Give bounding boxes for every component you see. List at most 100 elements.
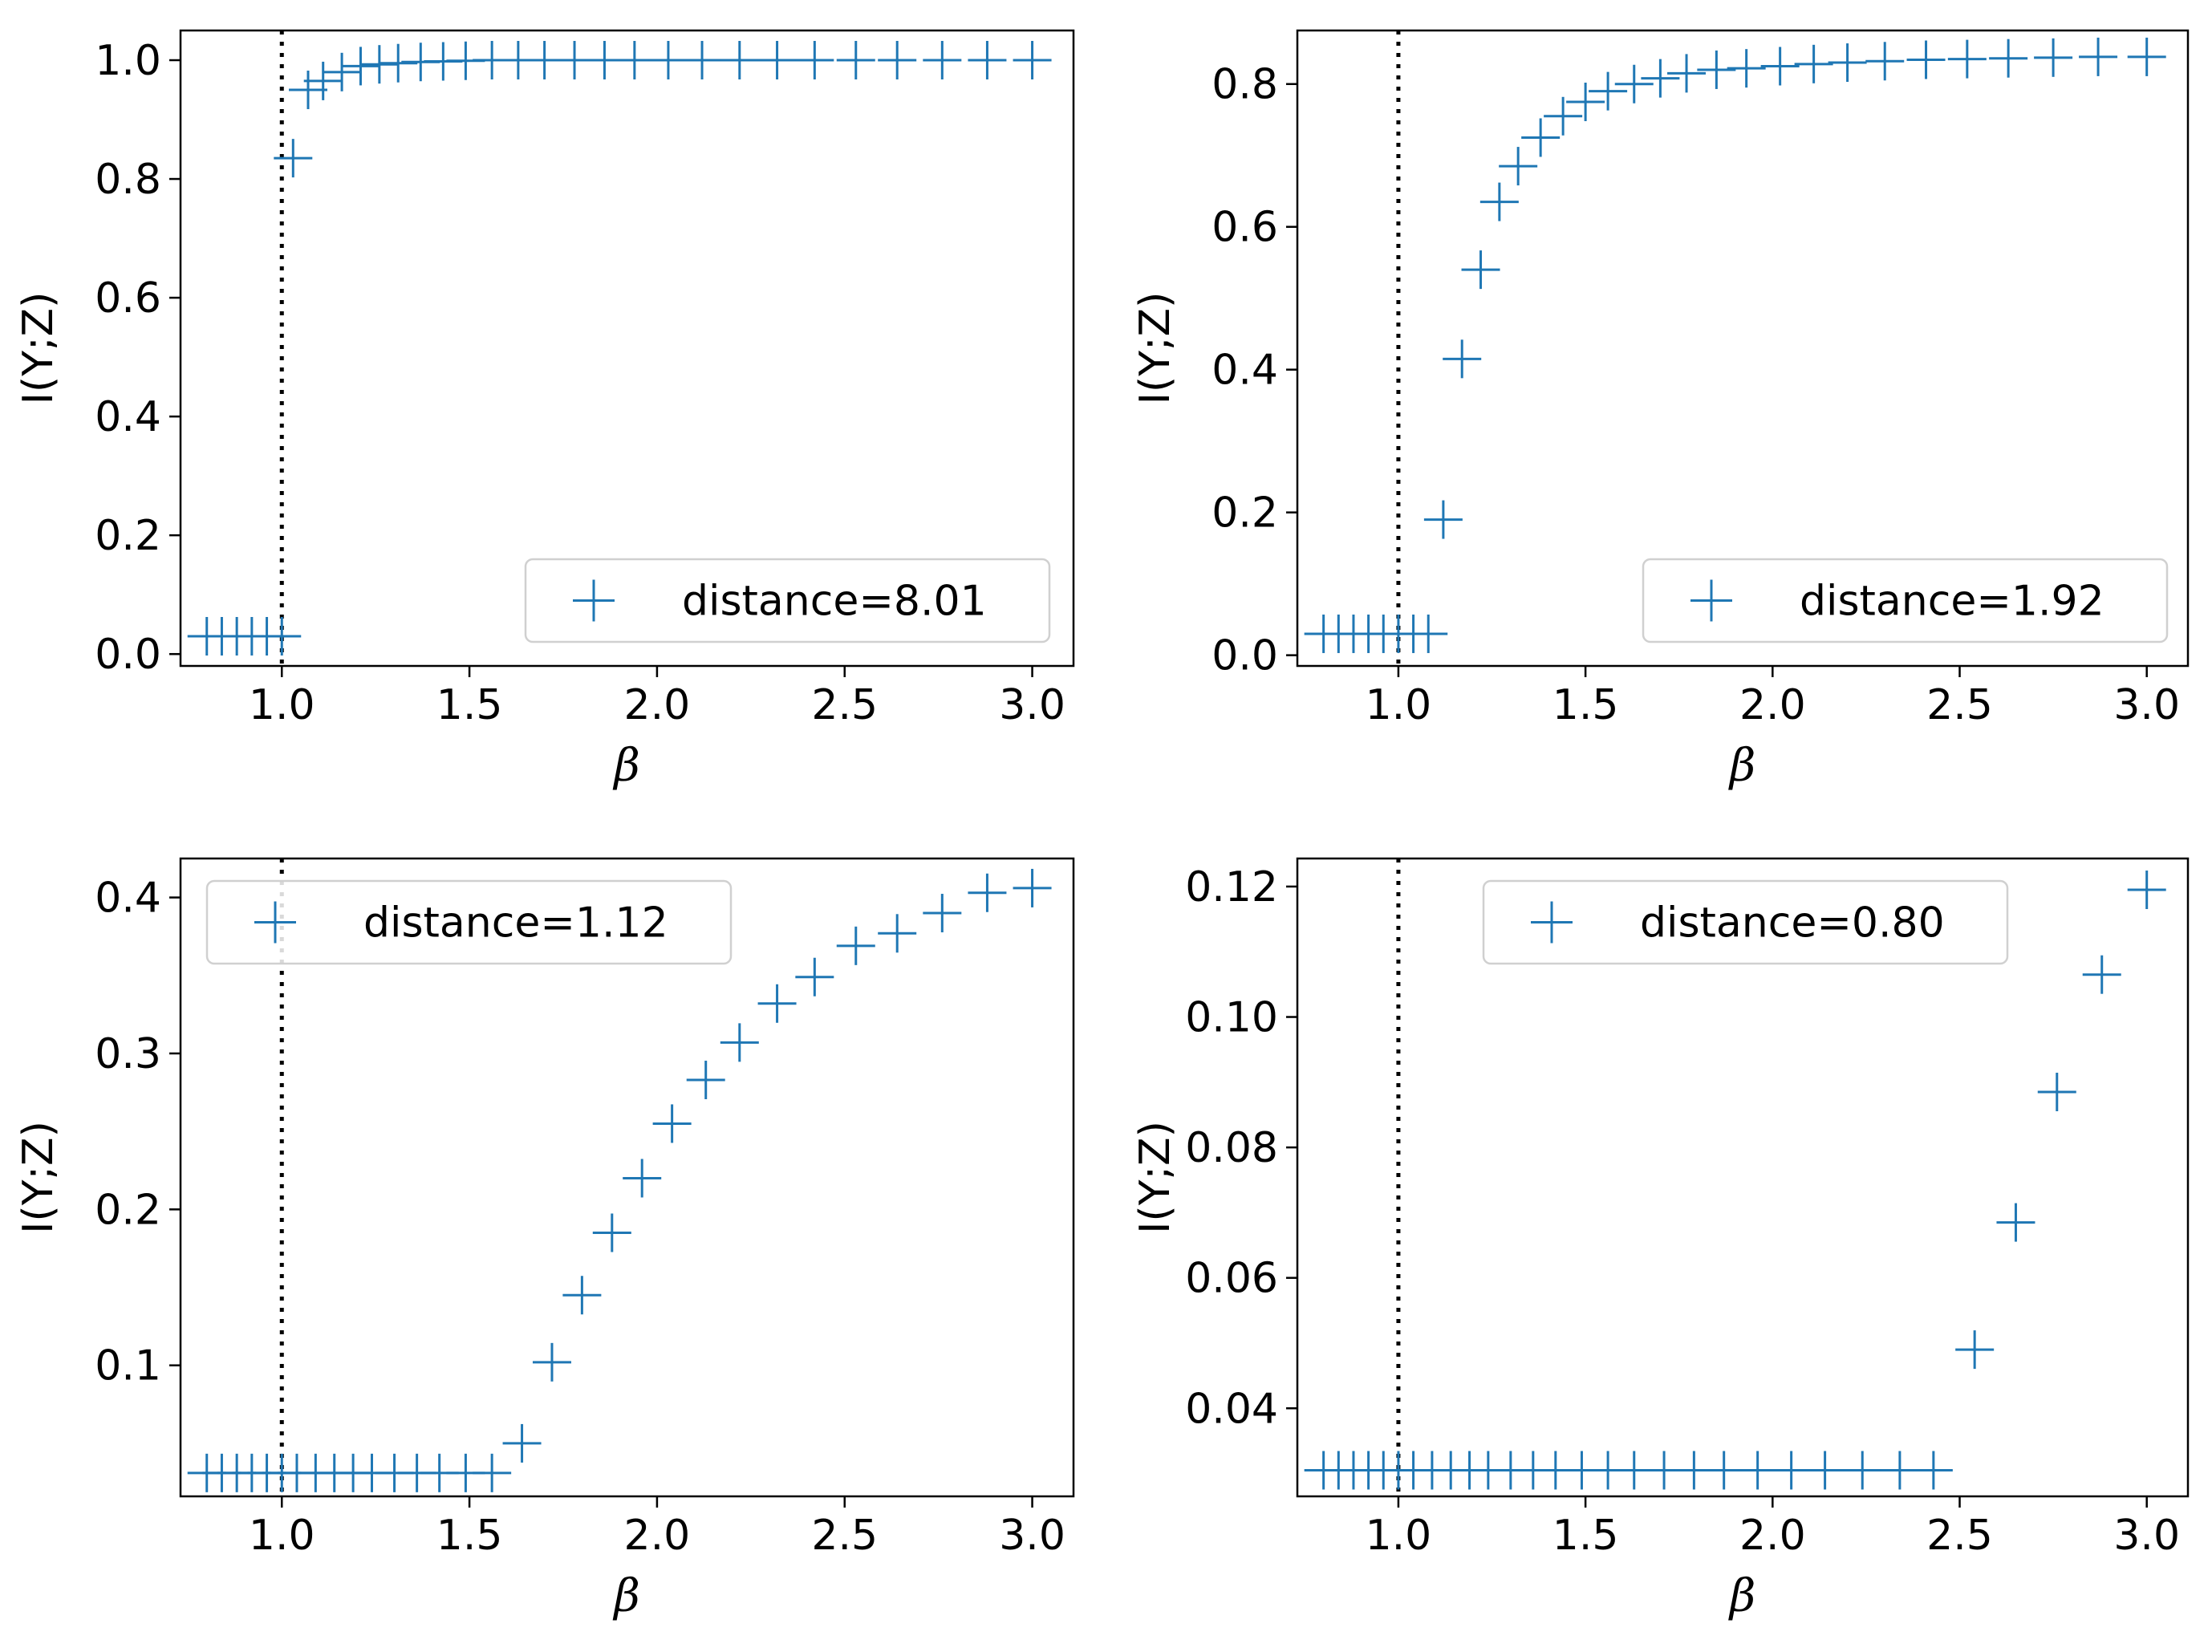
x-tick-label: 1.5 (436, 1512, 503, 1560)
data-point (1521, 118, 1561, 157)
data-point (683, 41, 722, 80)
data-point (1865, 42, 1905, 81)
data-point (1828, 43, 1867, 83)
chart-panel-4: 1.0 1.5 2.0 2.5 3.0 0.04 0.06 0.08 0.10 0.12 β I(Y;… (1131, 857, 2190, 1622)
data-point (1947, 39, 1987, 79)
data-point (1409, 614, 1448, 653)
data-point (1544, 96, 1583, 136)
data-point (1566, 82, 1605, 121)
legend-box (1642, 558, 2169, 643)
y-tick-label: 0.4 (95, 875, 161, 923)
legend-label: distance=1.12 (363, 899, 668, 948)
data-point (878, 41, 917, 80)
y-tick-label: 0.8 (1212, 61, 1278, 109)
data-point (968, 873, 1007, 912)
data-point (720, 1023, 759, 1062)
data-point (1479, 182, 1519, 221)
data-point (262, 616, 302, 656)
legend: distance=0.80 (1482, 879, 2009, 965)
y-tick-label: 0.08 (1185, 1124, 1278, 1172)
plot-frame (1296, 857, 2190, 1498)
data-point (1614, 64, 1654, 104)
data-point (2034, 38, 2073, 77)
x-tick-label: 1.5 (436, 681, 503, 729)
data-point (1589, 71, 1628, 111)
data-point (1641, 59, 1680, 98)
data-point (757, 984, 797, 1023)
data-point (757, 41, 797, 80)
x-tick-label: 1.5 (1552, 1512, 1619, 1560)
y-tick-label: 0.2 (1212, 489, 1278, 538)
chart-panel-3: 1.0 1.5 2.0 2.5 3.0 0.1 0.2 0.3 0.4 β I(Y;Z) distan… (14, 857, 1075, 1622)
data-point (2082, 955, 2121, 994)
data-point (923, 41, 962, 80)
y-tick-label: 0.0 (95, 631, 161, 679)
data-point (473, 1453, 512, 1492)
data-point (289, 71, 327, 110)
data-point (1423, 500, 1463, 539)
x-axis-label: β (612, 740, 639, 792)
plot-frame (1296, 29, 2190, 668)
data-point (1013, 868, 1052, 907)
data-point (1955, 1330, 1995, 1370)
x-tick-label: 1.0 (1366, 1512, 1432, 1560)
data-point (323, 52, 362, 91)
data-point (623, 1159, 662, 1198)
y-tick-label: 0.10 (1185, 994, 1278, 1042)
x-tick-label: 2.5 (1926, 681, 1993, 729)
data-point (652, 1104, 692, 1143)
x-tick-label: 3.0 (2113, 1512, 2180, 1560)
data-point (795, 41, 834, 80)
x-tick-label: 1.0 (1366, 681, 1432, 729)
data-point (2037, 1073, 2076, 1112)
data-point (562, 1276, 602, 1315)
data-point (1805, 1451, 1845, 1490)
y-tick-label: 0.6 (95, 274, 161, 323)
legend-box (524, 558, 1051, 643)
data-point (1461, 250, 1500, 290)
x-tick-label: 1.5 (1552, 681, 1619, 729)
data-point (1697, 50, 1736, 89)
x-tick-label: 2.0 (624, 681, 691, 729)
data-point (1013, 41, 1052, 80)
chart-panel-1: 1.0 1.5 2.0 2.5 3.0 0.0 0.2 0.4 0.6 0.8 1.0 β I(Y;Z)… (14, 29, 1075, 792)
y-tick-label: 1.0 (95, 37, 161, 85)
y-axis-label: I(Y;Z) (1131, 292, 1179, 405)
data-point (648, 41, 688, 80)
legend-marker (254, 901, 296, 944)
x-tick-label: 3.0 (2113, 681, 2180, 729)
x-axis-label: β (1728, 740, 1755, 792)
legend-marker (1531, 901, 1573, 944)
x-tick-label: 1.0 (249, 681, 315, 729)
data-point (1880, 1451, 1919, 1490)
y-tick-label: 0.06 (1185, 1255, 1278, 1303)
data-point (502, 1423, 542, 1463)
x-axis-label: β (1728, 1570, 1755, 1622)
data-point (923, 894, 962, 933)
data-point (1772, 1451, 1811, 1490)
plot-frame (179, 29, 1075, 668)
data-point (1443, 339, 1482, 379)
legend-box (1482, 879, 2009, 965)
data-point (615, 41, 654, 80)
data-point (686, 1061, 725, 1100)
data-point (1704, 1451, 1743, 1490)
y-tick-label: 0.2 (95, 512, 161, 560)
data-point (341, 47, 380, 86)
data-point (592, 1213, 631, 1252)
data-point (274, 139, 313, 178)
y-tick-label: 0.8 (95, 156, 161, 204)
data-point (1499, 147, 1538, 186)
y-tick-label: 0.6 (1212, 204, 1278, 252)
data-point (720, 41, 759, 80)
legend: distance=8.01 (524, 558, 1051, 643)
y-tick-label: 0.3 (95, 1030, 161, 1078)
data-point (1738, 1451, 1777, 1490)
data-point (2127, 37, 2166, 76)
y-tick-label: 0.4 (1212, 347, 1278, 395)
x-tick-label: 2.5 (811, 1512, 878, 1560)
legend: distance=1.12 (205, 879, 733, 965)
data-point (1914, 1451, 1953, 1490)
legend-label: distance=8.01 (682, 578, 987, 626)
x-axis-label: β (612, 1570, 639, 1622)
